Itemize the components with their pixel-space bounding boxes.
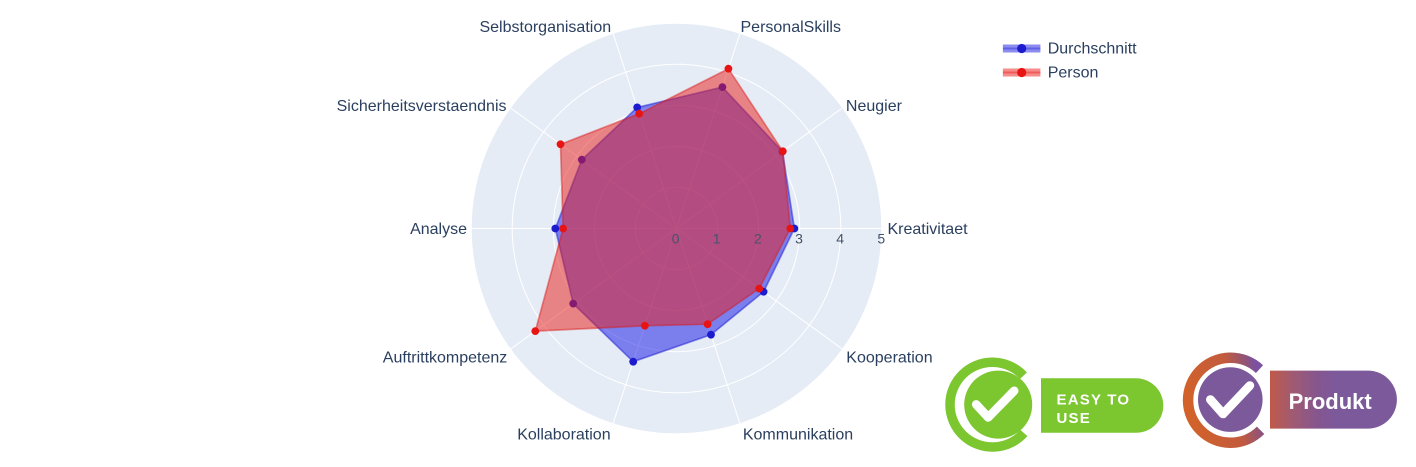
svg-text:PersonalSkills: PersonalSkills <box>741 19 841 36</box>
svg-text:Produkt: Produkt <box>1289 389 1373 414</box>
svg-text:3: 3 <box>795 231 803 247</box>
svg-text:Analyse: Analyse <box>410 221 467 238</box>
svg-text:Auftrittkompetenz: Auftrittkompetenz <box>383 350 508 367</box>
svg-text:Kreativitaet: Kreativitaet <box>888 221 969 238</box>
svg-text:Person: Person <box>1048 65 1099 82</box>
svg-text:Kooperation: Kooperation <box>846 350 932 367</box>
svg-text:Neugier: Neugier <box>846 98 903 115</box>
svg-text:1: 1 <box>713 231 721 247</box>
svg-text:2: 2 <box>754 231 762 247</box>
svg-text:Kollaboration: Kollaboration <box>517 427 610 444</box>
svg-text:Sicherheitsverstaendnis: Sicherheitsverstaendnis <box>337 98 507 115</box>
svg-text:4: 4 <box>836 231 844 247</box>
svg-text:5: 5 <box>877 231 885 247</box>
svg-text:EASY TO: EASY TO <box>1057 392 1131 409</box>
svg-text:Selbstorganisation: Selbstorganisation <box>479 19 611 36</box>
svg-text:0: 0 <box>672 231 680 247</box>
svg-text:Durchschnitt: Durchschnitt <box>1048 41 1137 58</box>
svg-text:USE: USE <box>1057 410 1091 427</box>
svg-text:Kommunikation: Kommunikation <box>743 427 853 444</box>
